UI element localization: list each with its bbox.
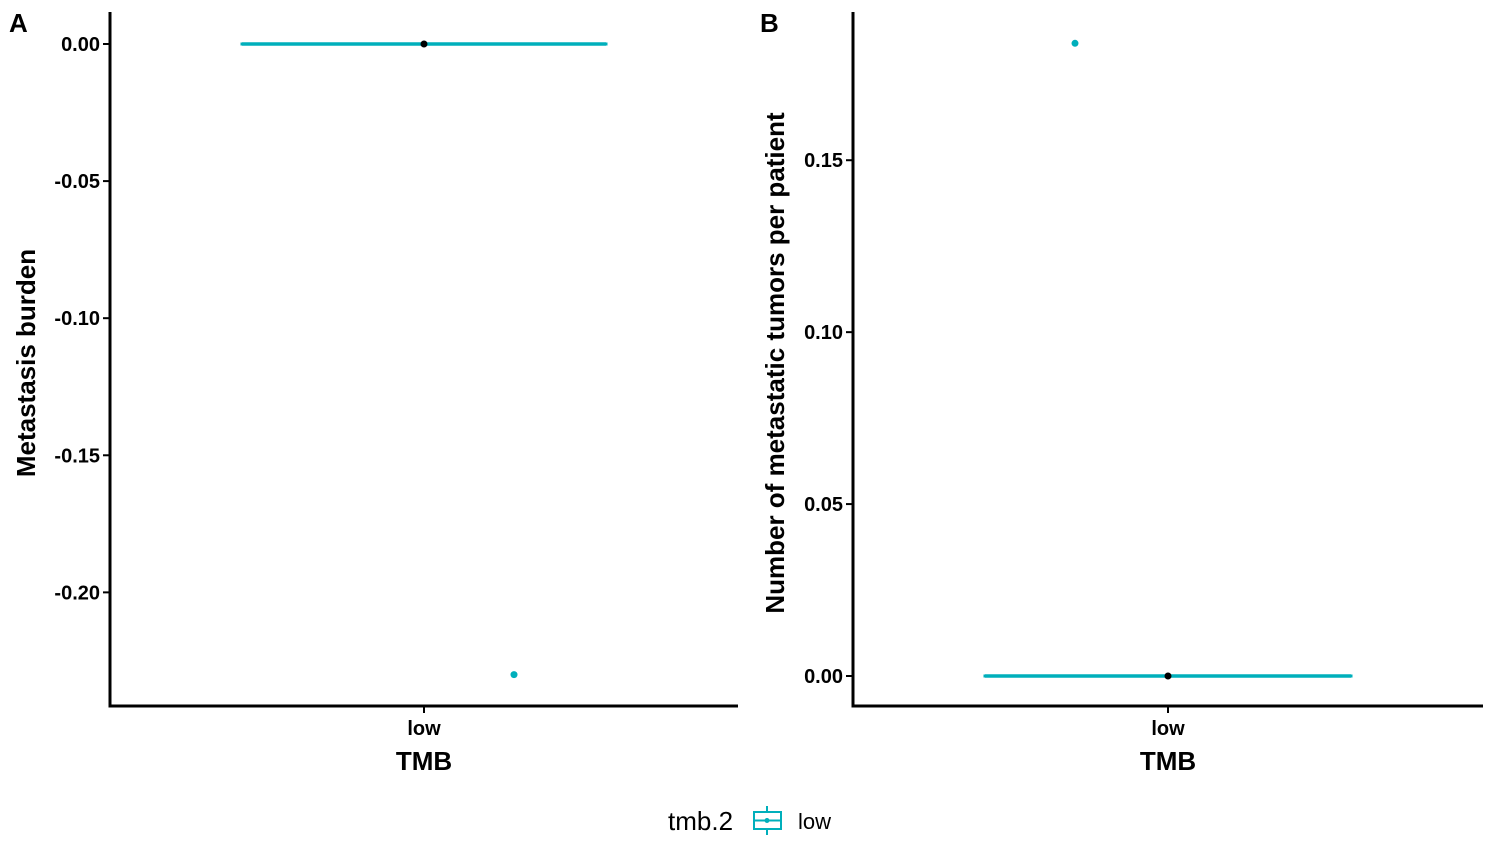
legend-entry-low: low [798,809,831,834]
boxplot-key-icon [753,806,782,835]
y-tick-label: 0.00 [61,34,100,56]
y-tick-label: -0.20 [54,582,100,604]
x-tick-label: low [407,718,441,740]
legend-title: tmb.2 [668,806,733,836]
mean-point-low [1164,672,1172,680]
y-tick-label: 0.10 [804,322,843,344]
x-tick-label: low [1151,718,1185,740]
x-axis-title: TMB [1140,746,1196,776]
panel-label-a: A [9,8,28,38]
y-tick-label: 0.05 [804,494,843,516]
mean-point-low [420,40,428,48]
y-tick-label: -0.05 [54,171,100,193]
outlier-point [510,671,518,679]
y-axis-title: Number of metastatic tumors per patient [760,112,790,614]
y-tick-label: 0.15 [804,150,843,172]
y-tick-label: 0.00 [804,666,843,688]
panel-a: A 0.00 -0.05 -0.10 -0.15 -0.20 low TMB Metastasi… [9,8,738,776]
x-axis-title: TMB [396,746,452,776]
legend: tmb.2 low [668,806,831,836]
y-axis-title: Metastasis burden [11,249,41,477]
y-tick-label: -0.15 [54,445,100,467]
panel-label-b: B [760,8,779,38]
panel-b: B 0.00 0.05 0.10 0.15 low TMB Number of metasta… [760,8,1483,776]
y-tick-label: -0.10 [54,308,100,330]
outlier-point [1071,39,1079,47]
